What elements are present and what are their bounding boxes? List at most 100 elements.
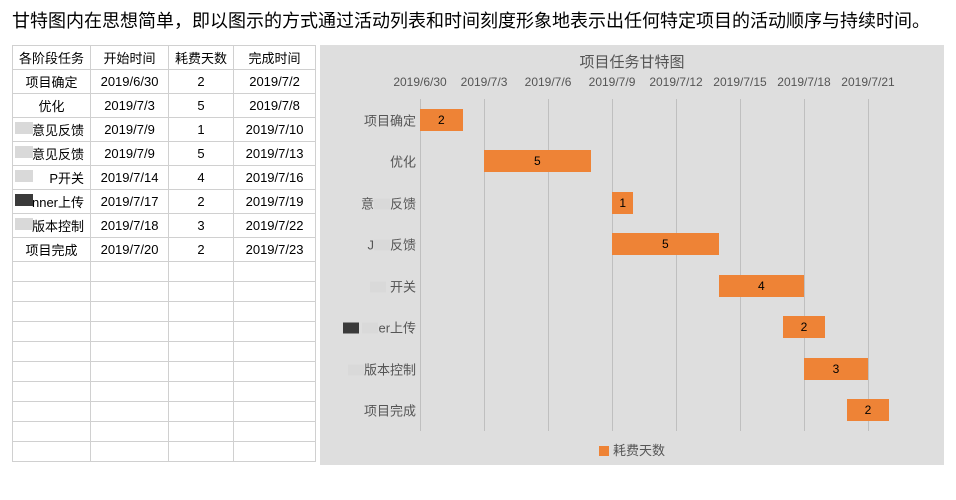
gantt-row-label: 优化 (324, 152, 416, 171)
table-header: 开始时间 (91, 46, 169, 70)
table-cell-empty (169, 342, 234, 362)
table-cell-empty (234, 422, 316, 442)
chart-title: 项目任务甘特图 (320, 45, 944, 72)
x-axis-tick: 2019/7/15 (713, 75, 766, 89)
table-cell-empty (91, 282, 169, 302)
content-wrapper: 各阶段任务开始时间耗费天数完成时间 项目确定2019/6/3022019/7/2… (12, 45, 944, 465)
gantt-bar: 5 (612, 233, 719, 255)
gantt-row-label: 开关 (324, 276, 416, 295)
table-cell-empty (169, 322, 234, 342)
table-cell: 2019/7/17 (91, 190, 169, 214)
table-cell: 2019/7/23 (234, 238, 316, 262)
table-cell: 5 (169, 142, 234, 166)
table-cell-empty (234, 302, 316, 322)
table-cell-empty (169, 282, 234, 302)
table-cell-empty (13, 422, 91, 442)
table-cell-empty (13, 402, 91, 422)
table-row: nner上传2019/7/1722019/7/19 (13, 190, 316, 214)
table-cell: 优化 (13, 94, 91, 118)
legend-swatch (599, 446, 609, 456)
x-axis-tick: 2019/7/6 (525, 75, 572, 89)
table-cell-empty (91, 362, 169, 382)
table-cell: 2019/7/2 (234, 70, 316, 94)
table-header: 完成时间 (234, 46, 316, 70)
gantt-bar: 2 (847, 399, 890, 421)
table-row-empty (13, 442, 316, 462)
table-row: P开关2019/7/1442019/7/16 (13, 166, 316, 190)
table-cell: 版本控制 (13, 214, 91, 238)
table-cell-empty (234, 382, 316, 402)
gantt-bar: 2 (420, 109, 463, 131)
table-cell-empty (13, 342, 91, 362)
table-cell: 2019/7/3 (91, 94, 169, 118)
table-cell: 2019/7/13 (234, 142, 316, 166)
gantt-bar: 1 (612, 192, 633, 214)
table-cell-empty (234, 402, 316, 422)
table-cell-empty (13, 282, 91, 302)
x-axis-tick: 2019/7/12 (649, 75, 702, 89)
table-row: 项目完成2019/7/2022019/7/23 (13, 238, 316, 262)
gantt-row: 版本控制3 (420, 348, 932, 390)
x-axis-tick: 2019/7/3 (461, 75, 508, 89)
x-axis-tick: 2019/7/21 (841, 75, 894, 89)
gantt-row-label: 项目确定 (324, 110, 416, 129)
table-cell: 2019/7/10 (234, 118, 316, 142)
gantt-row: 项目完成2 (420, 390, 932, 432)
x-axis-tick: 2019/7/9 (589, 75, 636, 89)
table-row-empty (13, 382, 316, 402)
task-table: 各阶段任务开始时间耗费天数完成时间 项目确定2019/6/3022019/7/2… (12, 45, 316, 462)
legend-label: 耗费天数 (613, 443, 665, 458)
gantt-bar: 4 (719, 275, 804, 297)
table-row: 意见反馈2019/7/952019/7/13 (13, 142, 316, 166)
table-cell: 2019/7/20 (91, 238, 169, 262)
gantt-row: 优化5 (420, 141, 932, 183)
gantt-bar: 2 (783, 316, 826, 338)
table-cell-empty (13, 442, 91, 462)
table-cell: 2019/7/19 (234, 190, 316, 214)
table-cell-empty (13, 262, 91, 282)
table-cell-empty (169, 442, 234, 462)
table-cell-empty (91, 422, 169, 442)
gantt-row-label: J反馈 (324, 235, 416, 254)
table-cell-empty (91, 322, 169, 342)
table-cell-empty (13, 302, 91, 322)
chart-plot-area: 2019/6/302019/7/32019/7/62019/7/92019/7/… (420, 99, 932, 431)
table-row-empty (13, 302, 316, 322)
table-row-empty (13, 422, 316, 442)
table-cell: 2 (169, 238, 234, 262)
table-row: 项目确定2019/6/3022019/7/2 (13, 70, 316, 94)
table-cell: 1 (169, 118, 234, 142)
table-cell: 项目完成 (13, 238, 91, 262)
chart-legend: 耗费天数 (320, 440, 944, 459)
table-cell-empty (169, 302, 234, 322)
table-cell-empty (91, 302, 169, 322)
table-cell-empty (234, 322, 316, 342)
table-row-empty (13, 282, 316, 302)
x-axis-tick: 2019/6/30 (393, 75, 446, 89)
table-cell-empty (91, 262, 169, 282)
table-cell: 2019/7/22 (234, 214, 316, 238)
intro-text: 甘特图内在思想简单，即以图示的方式通过活动列表和时间刻度形象地表示出任何特定项目… (12, 8, 944, 35)
table-cell: nner上传 (13, 190, 91, 214)
table-cell: P开关 (13, 166, 91, 190)
table-cell-empty (91, 382, 169, 402)
table-header: 各阶段任务 (13, 46, 91, 70)
table-cell: 2019/7/9 (91, 142, 169, 166)
table-cell-empty (169, 402, 234, 422)
table-row: 优化2019/7/352019/7/8 (13, 94, 316, 118)
table-cell: 项目确定 (13, 70, 91, 94)
table-header: 耗费天数 (169, 46, 234, 70)
table-cell-empty (91, 342, 169, 362)
gantt-row: J反馈5 (420, 224, 932, 266)
gantt-row: 开关4 (420, 265, 932, 307)
table-cell-empty (91, 402, 169, 422)
table-cell-empty (169, 262, 234, 282)
x-axis-tick: 2019/7/18 (777, 75, 830, 89)
table-cell-empty (234, 342, 316, 362)
table-cell-empty (169, 422, 234, 442)
gantt-row-label: 版本控制 (324, 359, 416, 378)
table-cell-empty (91, 442, 169, 462)
table-row-empty (13, 262, 316, 282)
table-cell-empty (169, 382, 234, 402)
table-cell: 3 (169, 214, 234, 238)
